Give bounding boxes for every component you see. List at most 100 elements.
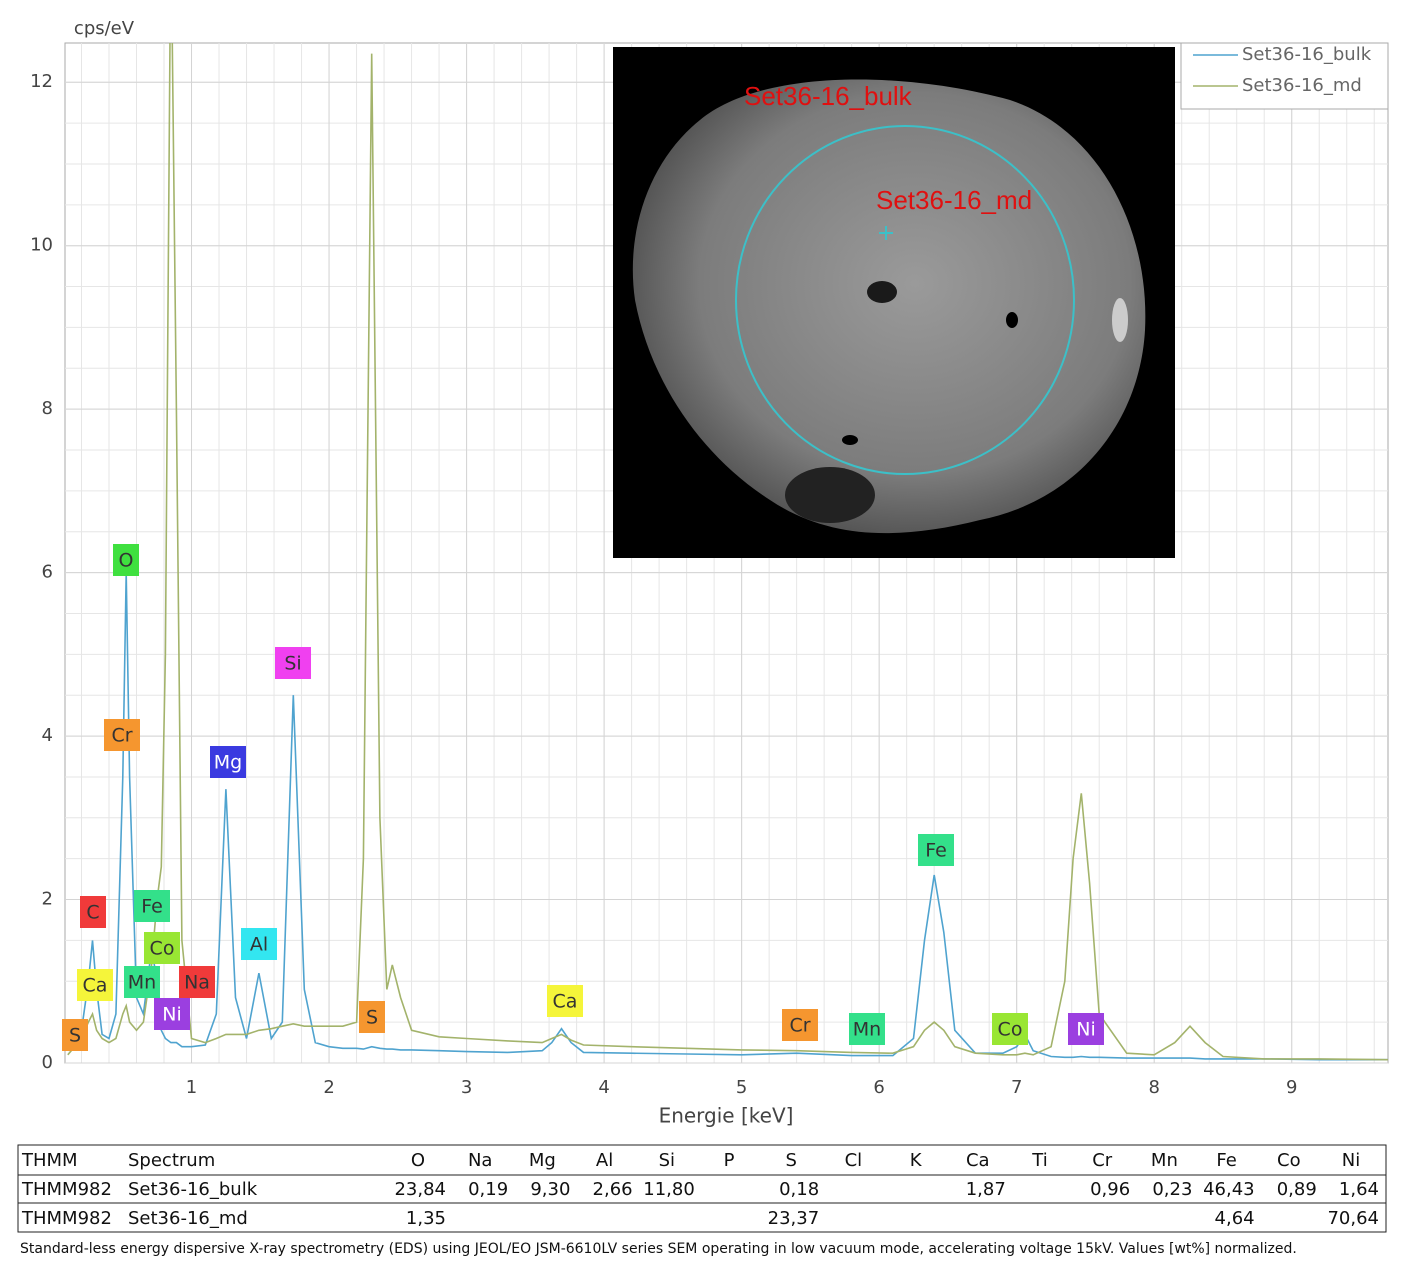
x-tick-label: 3 xyxy=(461,1077,472,1098)
element-label-box xyxy=(179,966,215,998)
element-label: S xyxy=(69,1025,81,1047)
element-label-box xyxy=(849,1013,885,1045)
y-tick-label: 8 xyxy=(42,398,53,419)
element-label-box xyxy=(782,1009,818,1041)
table-cell: 46,43 xyxy=(1203,1179,1255,1200)
particle xyxy=(632,79,1146,534)
x-tick-label: 7 xyxy=(1011,1077,1022,1098)
table-cell: 2,66 xyxy=(593,1179,633,1200)
table-cell: 0,23 xyxy=(1152,1179,1192,1200)
table-header: Ti xyxy=(1031,1150,1047,1171)
y-tick-label: 2 xyxy=(42,889,53,910)
element-label: C xyxy=(86,902,99,924)
element-label-box xyxy=(144,932,180,964)
element-label-box xyxy=(154,998,190,1030)
element-label: Al xyxy=(250,934,268,956)
table-cell: 1,87 xyxy=(966,1179,1006,1200)
table-header: Na xyxy=(468,1150,493,1171)
table-cell: THMM982 xyxy=(21,1208,112,1229)
table-cell: 9,30 xyxy=(530,1179,570,1200)
y-tick-label: 12 xyxy=(30,71,53,92)
x-tick-label: 1 xyxy=(186,1077,197,1098)
table-header: THMM xyxy=(21,1150,78,1171)
element-label: Co xyxy=(998,1019,1023,1041)
element-label: Cr xyxy=(111,725,132,747)
element-label: Ca xyxy=(83,975,108,997)
legend-label: Set36-16_bulk xyxy=(1242,44,1372,65)
element-label-box xyxy=(241,928,277,960)
table-header: S xyxy=(785,1150,796,1171)
table-header: Spectrum xyxy=(128,1150,215,1171)
bright-spot xyxy=(1112,298,1128,342)
y-axis-label: cps/eV xyxy=(74,18,135,39)
table-cell: 1,35 xyxy=(406,1208,446,1229)
element-label-box xyxy=(62,1019,88,1051)
element-label-box xyxy=(113,544,139,576)
inset-label: Set36-16_bulk xyxy=(744,81,913,111)
table-border xyxy=(17,1144,1387,1233)
element-label: O xyxy=(119,550,134,572)
table-cell: 23,84 xyxy=(394,1179,446,1200)
crater xyxy=(785,467,875,523)
element-label: Si xyxy=(284,653,301,675)
element-label-box xyxy=(275,647,311,679)
table: THMM Spectrum O Na Mg Al Si P S Cl K Ca Ti Cr Mn Fe Co Ni… xyxy=(17,1144,1387,1233)
table-header: Ca xyxy=(966,1150,990,1171)
element-label-box xyxy=(134,890,170,922)
pit xyxy=(1006,312,1018,328)
element-label-box xyxy=(77,969,113,1001)
table-header: Fe xyxy=(1216,1150,1236,1171)
element-label: Fe xyxy=(925,840,947,862)
caption: Standard-less energy dispersive X-ray sp… xyxy=(20,1241,1297,1257)
md-point xyxy=(879,226,893,240)
legend-box xyxy=(1180,42,1389,110)
table-header: Cl xyxy=(845,1150,863,1171)
table-cell: 0,96 xyxy=(1090,1179,1130,1200)
table-cell: 1,64 xyxy=(1339,1179,1379,1200)
sem-image: Set36-16_bulk Set36-16_md xyxy=(613,47,1175,558)
y-tick-label: 4 xyxy=(42,725,53,746)
table-cell: Set36-16_bulk xyxy=(128,1179,258,1200)
table-cell: 0,19 xyxy=(468,1179,508,1200)
table-cell: THMM982 xyxy=(21,1179,112,1200)
table-cell: 70,64 xyxy=(1327,1208,1379,1229)
table-cell: 0,89 xyxy=(1277,1179,1317,1200)
table-header: Ni xyxy=(1342,1150,1360,1171)
element-label: Ca xyxy=(553,991,578,1013)
x-tick-label: 9 xyxy=(1286,1077,1297,1098)
element-label: Mn xyxy=(128,972,156,994)
table-header: O xyxy=(411,1150,425,1171)
element-label-box xyxy=(1068,1013,1104,1045)
element-label-box xyxy=(547,985,583,1017)
y-tick-label: 0 xyxy=(42,1052,53,1073)
element-label: Co xyxy=(150,938,175,960)
table-cell: Set36-16_md xyxy=(128,1208,248,1229)
element-label: Ni xyxy=(1076,1019,1096,1041)
bulk-area xyxy=(735,125,1075,475)
x-tick-label: 2 xyxy=(323,1077,334,1098)
table-cell: 11,80 xyxy=(643,1179,695,1200)
x-tick-label: 4 xyxy=(598,1077,609,1098)
legend-label: Set36-16_md xyxy=(1242,75,1362,96)
element-label: Mn xyxy=(853,1019,881,1041)
table-header: P xyxy=(724,1150,735,1171)
element-label-box xyxy=(124,966,160,998)
table-header: Al xyxy=(596,1150,613,1171)
element-label-box xyxy=(80,896,106,928)
table-header: Mg xyxy=(529,1150,556,1171)
table-header: Cr xyxy=(1092,1150,1113,1171)
x-tick-label: 6 xyxy=(873,1077,884,1098)
table-header: K xyxy=(910,1150,923,1171)
legend: Set36-16_bulk Set36-16_md xyxy=(1180,42,1389,110)
table-header: Mn xyxy=(1151,1150,1178,1171)
y-tick-label: 10 xyxy=(30,235,53,256)
element-label: Cr xyxy=(789,1015,810,1037)
table-header: Co xyxy=(1277,1150,1301,1171)
table-cell: 23,37 xyxy=(768,1208,820,1229)
y-tick-label: 6 xyxy=(42,562,53,583)
element-label: Mg xyxy=(214,752,242,774)
element-label-box xyxy=(992,1013,1028,1045)
element-label: Na xyxy=(184,972,210,994)
element-label: S xyxy=(366,1007,378,1029)
